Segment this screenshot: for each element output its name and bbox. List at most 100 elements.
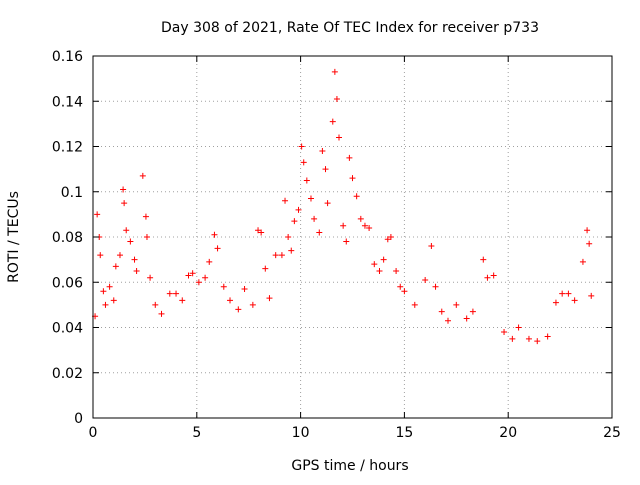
x-tick-label: 10	[292, 425, 310, 441]
data-point	[266, 295, 273, 302]
data-point	[241, 286, 248, 293]
x-axis-label: GPS time / hours	[291, 458, 408, 474]
data-point	[331, 68, 338, 75]
data-point	[195, 279, 202, 286]
data-point	[189, 270, 196, 277]
data-point	[133, 267, 140, 274]
data-point	[100, 288, 107, 295]
data-point	[258, 229, 265, 236]
data-point	[349, 175, 356, 182]
data-point	[220, 283, 227, 290]
data-point	[94, 211, 101, 218]
data-point	[329, 118, 336, 125]
data-point	[249, 301, 256, 308]
data-point	[147, 274, 154, 281]
data-point	[298, 143, 305, 150]
data-point	[202, 274, 209, 281]
y-tick-label: 0.02	[52, 366, 83, 382]
data-point	[120, 186, 127, 193]
data-point	[102, 301, 109, 308]
data-point	[411, 301, 418, 308]
data-point	[559, 290, 566, 297]
data-point	[444, 317, 451, 324]
data-point	[97, 252, 104, 259]
data-point	[235, 306, 242, 313]
y-tick-label: 0.1	[61, 185, 83, 201]
data-point	[588, 292, 595, 299]
data-point	[285, 234, 292, 240]
data-point	[206, 258, 213, 265]
data-point	[255, 227, 262, 234]
x-tick-label: 25	[603, 425, 621, 441]
data-point	[428, 243, 435, 250]
x-tick-label: 5	[192, 425, 201, 441]
data-point	[353, 193, 360, 200]
data-points	[92, 68, 595, 345]
axis-ticks: 0 5 10 15 20 25 0 0.02 0.04 0.06 0.08 0.1 0.12 0.14 0.…	[52, 49, 621, 441]
data-point	[579, 258, 586, 265]
data-point	[401, 288, 408, 295]
x-tick-label: 20	[499, 425, 517, 441]
data-point	[361, 222, 368, 229]
data-point	[340, 222, 347, 229]
data-point	[282, 197, 289, 204]
y-tick-label: 0.14	[52, 94, 83, 110]
y-tick-label: 0.06	[52, 275, 83, 291]
data-point	[324, 200, 331, 207]
data-point	[139, 172, 146, 179]
data-point	[490, 272, 497, 279]
data-point	[525, 335, 532, 342]
data-point	[387, 234, 394, 240]
data-point	[303, 177, 310, 184]
data-point	[123, 227, 130, 234]
data-point	[584, 227, 591, 234]
data-point	[300, 159, 307, 166]
data-point	[501, 329, 508, 336]
data-point	[262, 265, 269, 272]
data-point	[484, 274, 491, 281]
data-point	[106, 283, 113, 290]
data-point	[397, 283, 404, 290]
data-point	[336, 134, 343, 141]
data-point	[295, 206, 302, 213]
x-tick-label: 15	[395, 425, 413, 441]
y-tick-label: 0	[74, 411, 83, 427]
data-point	[322, 166, 329, 173]
data-point	[469, 308, 476, 315]
data-point	[319, 148, 326, 155]
data-point	[343, 238, 350, 245]
data-point	[480, 256, 487, 263]
data-point	[110, 297, 117, 304]
data-point	[384, 236, 391, 243]
data-point	[432, 283, 439, 290]
data-point	[453, 301, 460, 308]
data-point	[380, 256, 387, 263]
data-point	[371, 261, 378, 268]
data-point	[127, 238, 134, 245]
data-point	[131, 256, 138, 263]
data-point	[158, 310, 165, 317]
data-point	[179, 297, 186, 304]
data-point	[152, 301, 159, 308]
data-point	[586, 240, 593, 247]
data-point	[166, 290, 173, 297]
data-point	[463, 315, 470, 322]
y-tick-label: 0.12	[52, 140, 83, 156]
data-point	[438, 308, 445, 315]
data-point	[227, 297, 234, 304]
data-point	[116, 252, 123, 259]
y-tick-label: 0.08	[52, 230, 83, 246]
data-point	[333, 95, 340, 102]
data-point	[112, 263, 119, 270]
data-point	[316, 229, 323, 236]
x-tick-label: 0	[89, 425, 98, 441]
chart-title: Day 308 of 2021, Rate Of TEC Index for r…	[161, 20, 539, 36]
data-point	[311, 215, 318, 222]
data-point	[393, 267, 400, 274]
data-point	[346, 154, 353, 161]
data-point	[121, 200, 128, 207]
data-point	[307, 195, 314, 202]
